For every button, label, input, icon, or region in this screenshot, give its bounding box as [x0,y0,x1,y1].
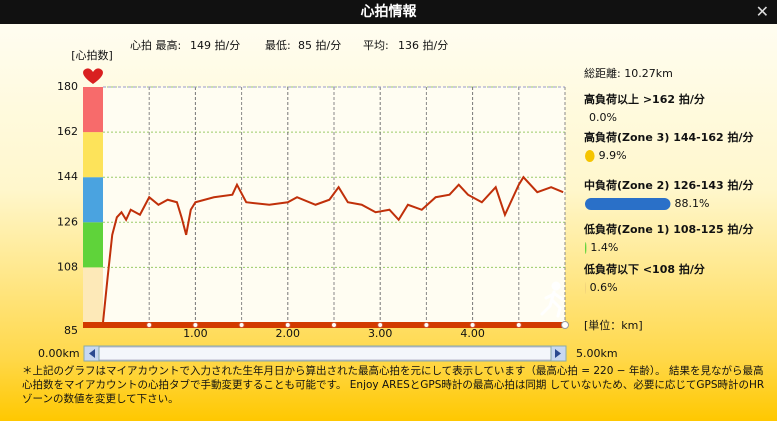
x-tick-label: 4.00 [460,327,485,340]
total-distance: 総距離: 10.27km [584,66,673,80]
stat-text: 149 拍/分 [190,38,240,52]
slider-start: 0.00km [38,347,80,360]
heart-icon [83,68,103,84]
axis-dot [469,322,476,328]
stat-text: 心拍 最高: [130,38,181,52]
y-tick-label: 85 [64,324,78,337]
stat-text: 136 拍/分 [398,38,448,52]
runner-body [540,290,564,318]
close-button[interactable]: ✕ [755,2,769,21]
zone-band [83,87,103,133]
arrow-right [555,349,561,358]
stat-text: 最低: [265,39,291,52]
zone-percent: 88.1% [674,197,709,210]
x-tick-label: 3.00 [368,327,393,340]
axis-bar [83,322,565,328]
axis-dot [377,322,384,328]
title-bar: 心拍情報 ✕ [0,0,777,24]
zone-label: 高負荷以上 >162 拍/分 [584,92,705,106]
zone-bar [585,242,587,254]
slider-thumb [98,346,552,361]
axis-dot [331,322,337,328]
axis-dot [515,322,522,328]
stat-text: 85 拍/分 [298,38,341,52]
x-tick-label: 2.00 [276,327,301,340]
y-tick-label: 180 [57,80,78,93]
y-axis-label: [心拍数] [71,48,113,62]
zone-bar [585,198,671,210]
zone-bar [585,282,586,294]
zone-band [83,177,103,223]
zone-percent: 1.4% [590,241,618,254]
zone-band [83,132,103,178]
zone-percent: 9.9% [599,149,627,162]
zone-band [83,222,103,268]
zone-percent: 0.0% [589,111,617,124]
zone-label: 高負荷(Zone 3) 144-162 拍/分 [584,130,754,144]
plot-background [103,87,565,325]
zone-band [83,267,103,325]
arrow-left [89,349,95,358]
window-title: 心拍情報 [360,4,417,20]
chart: 心拍 最高: 149 拍/分 最低: 85 拍/分 平均: 136 拍/分 [心拍数] 85 1… [38,38,754,362]
heart-rate-line [102,175,564,323]
y-tick-label: 126 [57,215,78,228]
axis-end-dot [561,321,569,329]
axis-dot [238,322,245,328]
y-tick-label: 144 [57,170,78,183]
zone-bar [585,150,595,162]
zone-percent: 0.6% [590,281,618,294]
x-tick-label: 1.00 [183,327,208,340]
runner-icon [540,281,564,318]
axis-dot [146,322,153,328]
axis-dot [284,322,291,328]
y-tick-label: 108 [57,260,78,273]
stat-text: 平均: [363,39,389,52]
slider-end: 5.00km [576,347,618,360]
runner-head [551,281,561,291]
zone-label: 中負荷(Zone 2) 126-143 拍/分 [584,178,754,192]
y-tick-label: 162 [57,125,78,138]
x-axis-label: [単位：km] [584,318,643,332]
axis-dot [423,322,430,328]
footnote: ＊上記のグラフはマイアカウントで入力された生年月日から算出された最高心拍を元にし… [22,365,765,405]
summary-panel: 総距離: 10.27km 高負荷以上 >162 拍/分 0.0% 高負荷(Zone 3… [583,66,754,294]
zone-label: 低負荷以下 <108 拍/分 [583,262,705,276]
axis-dot [192,322,199,328]
zone-label: 低負荷(Zone 1) 108-125 拍/分 [583,222,754,236]
